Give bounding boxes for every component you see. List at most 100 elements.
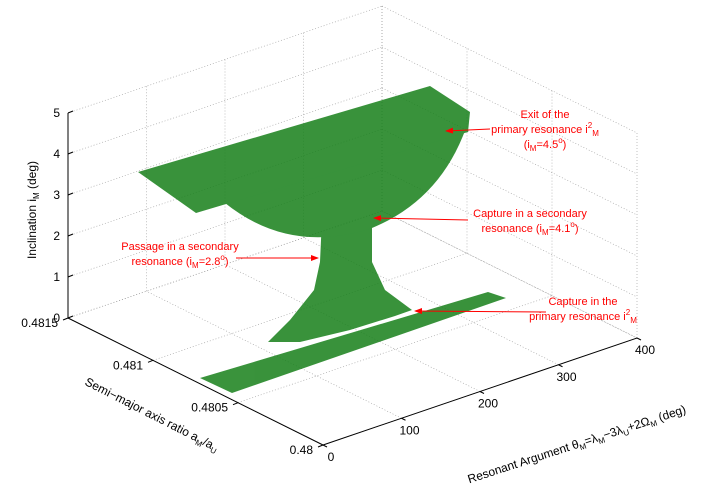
y-tick bbox=[232, 402, 239, 406]
annotation-arrow bbox=[445, 127, 491, 134]
z-tick-label: 1 bbox=[53, 270, 60, 284]
annotation-arrow bbox=[414, 308, 547, 315]
x-axis-label-part: Resonant Argument θ bbox=[466, 437, 581, 484]
z-axis-label: Inclination iM (deg) bbox=[25, 161, 41, 259]
annotation-text-part: ) bbox=[225, 256, 229, 268]
annotation-text-part: =2.8 bbox=[199, 256, 221, 268]
z-tick bbox=[67, 192, 74, 196]
z-tick-label: 2 bbox=[53, 229, 60, 243]
z-tick bbox=[67, 315, 74, 319]
annotation-text: resonance (iM=2.8o) bbox=[131, 253, 228, 270]
z-axis-label-part: Inclination i bbox=[25, 199, 39, 259]
annotation-text-part: M bbox=[192, 261, 199, 270]
bowl bbox=[225, 128, 466, 238]
z-tick bbox=[67, 110, 74, 114]
annotation-text: resonance (iM=4.1o) bbox=[481, 220, 578, 237]
annotation-text-part: M bbox=[530, 144, 537, 153]
annotation-text-part: primary resonance i bbox=[529, 311, 626, 323]
x-axis-label-part: U bbox=[622, 428, 630, 438]
grid-line bbox=[381, 46, 638, 175]
grid-line bbox=[67, 5, 383, 114]
annotation-text-part: resonance (i bbox=[481, 223, 542, 235]
axis-line bbox=[67, 317, 324, 446]
z-tick bbox=[67, 151, 74, 155]
grid-line bbox=[67, 46, 383, 155]
annotation-text-part: =4.1 bbox=[549, 223, 571, 235]
annotation-text-part: 2 bbox=[588, 121, 593, 130]
annotation-text-part: Exit of the bbox=[521, 109, 570, 121]
annotation-text: Capture in the bbox=[548, 296, 617, 308]
z-tick bbox=[67, 233, 74, 237]
annotation-text-part: (i bbox=[524, 139, 530, 151]
annotation-text: (iM=4.5o) bbox=[524, 136, 567, 153]
y-tick bbox=[317, 444, 324, 448]
annotation-text-part: primary resonance i bbox=[491, 124, 588, 136]
x-tick bbox=[322, 444, 328, 448]
y-tick-label: 0.4815 bbox=[21, 316, 58, 330]
annotation-text-part: ) bbox=[563, 139, 567, 151]
y-tick-label: 0.48 bbox=[290, 443, 314, 457]
x-axis-label-part: +2Ω bbox=[626, 414, 652, 434]
x-axis-label-part: =λ bbox=[583, 431, 600, 448]
z-tick-label: 0 bbox=[53, 311, 60, 325]
grid-line bbox=[146, 290, 402, 419]
y-axis-label-part: Semi−major axis ratio a bbox=[83, 375, 202, 445]
x-axis-label-part: M bbox=[578, 441, 587, 452]
annotation-text-part: M bbox=[630, 316, 637, 325]
top-slab bbox=[138, 86, 470, 213]
annotation-text: Capture in a secondary bbox=[473, 208, 587, 220]
annotation-text-part: resonance (i bbox=[131, 256, 192, 268]
annotation-text-part: M bbox=[592, 129, 599, 138]
axis-line bbox=[322, 337, 638, 446]
annotation-text-part: =4.5 bbox=[536, 139, 558, 151]
x-axis-label-part: −3λ bbox=[601, 423, 624, 442]
annotation-text-part: o bbox=[220, 253, 225, 262]
y-tick-label: 0.4805 bbox=[191, 401, 228, 415]
annotation-text: Passage in a secondary bbox=[121, 241, 239, 253]
grid-line bbox=[381, 128, 638, 257]
annotation-text: primary resonance i2M bbox=[491, 121, 599, 138]
grid-line bbox=[381, 210, 638, 339]
z-axis-label-part: (deg) bbox=[25, 161, 39, 192]
x-tick bbox=[636, 337, 642, 341]
annotation-text-part: Passage in a secondary bbox=[121, 241, 239, 253]
y-axis-label-part: M bbox=[194, 438, 204, 449]
annotation-text-part: Capture in the bbox=[548, 296, 617, 308]
grid-line bbox=[67, 87, 383, 196]
annotation-text-part: 2 bbox=[626, 308, 631, 317]
y-axis-label-part: U bbox=[209, 445, 218, 456]
y-tick-label: 0.481 bbox=[113, 358, 143, 372]
y-tick bbox=[62, 317, 69, 321]
grid-line bbox=[381, 210, 638, 339]
x-tick bbox=[479, 391, 485, 394]
x-tick-label: 300 bbox=[556, 370, 576, 384]
z-tick-label: 3 bbox=[53, 188, 60, 202]
annotation-text-part: Capture in a secondary bbox=[473, 208, 587, 220]
x-axis-label-part: M bbox=[649, 418, 658, 429]
x-tick bbox=[401, 417, 406, 421]
y-tick bbox=[147, 359, 154, 363]
grid-line bbox=[224, 264, 481, 392]
x-axis-label-part: (deg) bbox=[653, 402, 687, 425]
floor-strip bbox=[200, 292, 506, 393]
z-tick-label: 5 bbox=[53, 106, 60, 120]
x-tick-label: 0 bbox=[328, 450, 335, 464]
annotation-text-part: M bbox=[542, 228, 549, 237]
x-tick-label: 400 bbox=[635, 343, 655, 357]
grid-line bbox=[237, 295, 553, 403]
annotation-text-part: o bbox=[558, 136, 563, 145]
z-tick bbox=[67, 274, 74, 278]
x-tick bbox=[558, 364, 563, 368]
annotation-text: Exit of the bbox=[521, 109, 570, 121]
funnel-stem bbox=[268, 218, 412, 342]
x-tick-label: 100 bbox=[399, 423, 419, 437]
annotation-text-part: ) bbox=[575, 223, 579, 235]
z-axis-label-part: M bbox=[32, 192, 41, 199]
z-tick-label: 4 bbox=[53, 147, 60, 161]
annotation-text: primary resonance i2M bbox=[529, 308, 637, 325]
annotation-text-part: o bbox=[570, 220, 575, 229]
x-axis-label: Resonant Argument θM=λM−3λU+2ΩM (deg) bbox=[466, 402, 688, 484]
x-axis-label-part: M bbox=[597, 435, 606, 446]
